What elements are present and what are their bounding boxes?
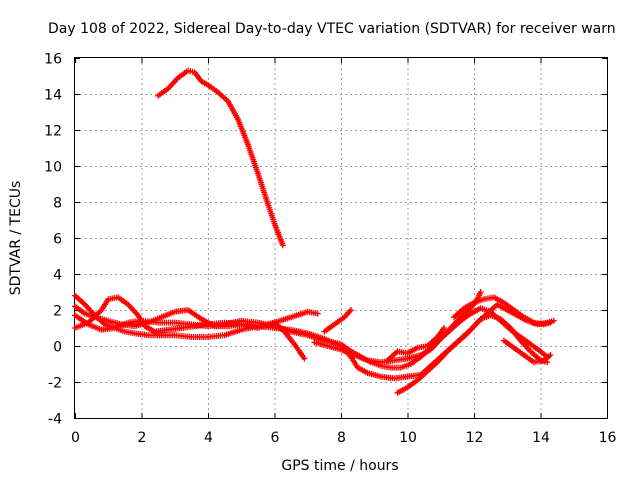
x-tick-label: 4 (204, 430, 213, 446)
y-tick-label: 12 (44, 124, 62, 140)
x-tick-label: 14 (532, 430, 550, 446)
data-point (550, 317, 557, 324)
y-tick-label: 6 (53, 232, 62, 248)
x-tick-label: 0 (71, 430, 80, 446)
x-tick-label: 16 (599, 430, 617, 446)
y-tick-label: 14 (44, 88, 62, 104)
x-tick-label: 6 (271, 430, 280, 446)
x-tick-label: 12 (466, 430, 484, 446)
y-tick-label: 4 (53, 268, 62, 284)
data-point (547, 352, 554, 358)
data-point (441, 325, 448, 331)
x-tick-label: 8 (337, 430, 346, 446)
data-point (314, 310, 321, 317)
tick-layer: 0 2 4 6 8 10 12 14 16 -4 -2 0 2 4 6 8 10 12 14 16 (44, 52, 616, 447)
y-tick-label: 16 (44, 52, 62, 68)
grid-layer (75, 58, 607, 418)
series-track-i (384, 325, 448, 364)
y-tick-label: 10 (44, 160, 62, 176)
x-tick-label: 2 (138, 430, 147, 446)
series-track-h (451, 294, 554, 328)
chart-title: Day 108 of 2022, Sidereal Day-to-day VTE… (48, 21, 616, 37)
series-track-e (321, 307, 354, 335)
x-axis-label: GPS time / hours (281, 458, 398, 474)
y-tick-label: -2 (48, 376, 62, 392)
series-track-high (155, 67, 286, 249)
y-tick-label: 2 (53, 304, 62, 320)
data-point (347, 307, 354, 313)
y-tick-label: 8 (53, 196, 62, 212)
series-track-j (500, 337, 554, 366)
y-axis-label: SDTVAR / TECUs (8, 181, 24, 296)
x-tick-label: 10 (399, 430, 417, 446)
data-layer (72, 67, 557, 396)
plot-frame (74, 57, 608, 419)
series-track-b (72, 305, 551, 371)
data-point (547, 319, 554, 326)
data-point (279, 242, 286, 249)
y-tick-label: 0 (53, 340, 62, 356)
series-track-d (72, 303, 321, 331)
data-point (477, 289, 484, 295)
y-tick-label: -4 (48, 412, 62, 428)
data-point (301, 355, 308, 362)
